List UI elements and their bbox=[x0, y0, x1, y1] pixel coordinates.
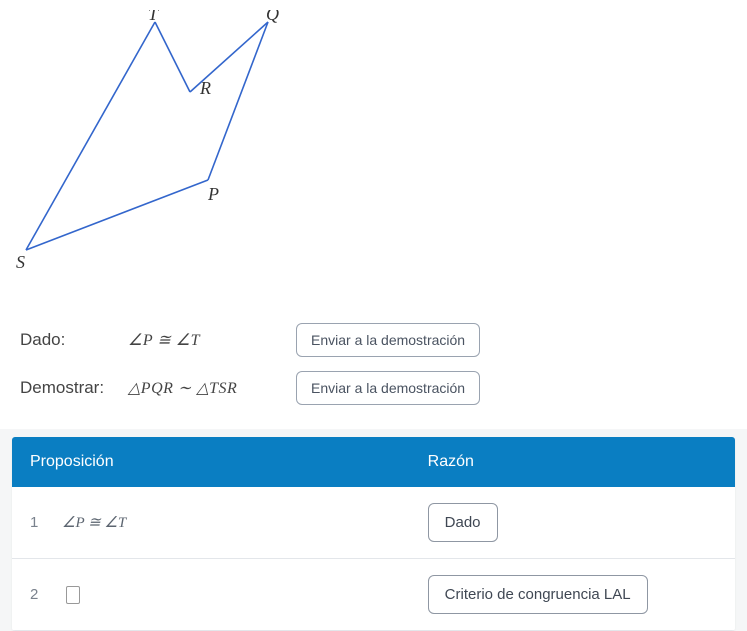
demostrar-expression: △PQR ∼ △TSR bbox=[128, 378, 278, 398]
proof-row: 2 Criterio de congruencia LAL bbox=[12, 559, 735, 631]
send-demostrar-button[interactable]: Enviar a la demostración bbox=[296, 371, 480, 405]
givens-section: Dado: ∠P ≅ ∠T Enviar a la demostración D… bbox=[0, 305, 747, 429]
empty-proposition-slot[interactable] bbox=[66, 586, 80, 604]
reason-chip[interactable]: Criterio de congruencia LAL bbox=[428, 575, 648, 614]
point-label-Q: Q bbox=[266, 10, 279, 24]
header-reason: Razón bbox=[410, 437, 735, 487]
proof-row-number: 1 bbox=[30, 514, 44, 531]
point-label-S: S bbox=[16, 252, 25, 272]
proof-reason-cell: Criterio de congruencia LAL bbox=[410, 559, 735, 630]
point-label-T: T bbox=[148, 10, 160, 24]
reason-chip[interactable]: Dado bbox=[428, 503, 498, 542]
dado-label: Dado: bbox=[20, 330, 110, 350]
send-dado-button[interactable]: Enviar a la demostración bbox=[296, 323, 480, 357]
proof-row-number: 2 bbox=[30, 586, 44, 603]
demostrar-label: Demostrar: bbox=[20, 378, 110, 398]
point-label-P: P bbox=[207, 184, 219, 204]
proof-prop-cell: 1 ∠P ≅ ∠T bbox=[12, 487, 410, 558]
segment-T-R bbox=[155, 22, 190, 92]
geometry-diagram: T Q R P S bbox=[10, 10, 310, 275]
header-proposition: Proposición bbox=[12, 437, 410, 487]
diagram-area: T Q R P S bbox=[0, 0, 747, 305]
proof-proposition: ∠P ≅ ∠T bbox=[62, 513, 126, 532]
proof-table: Proposición Razón 1 ∠P ≅ ∠T Dado 2 Criterio … bbox=[12, 437, 735, 631]
proof-table-header: Proposición Razón bbox=[12, 437, 735, 487]
proof-prop-cell: 2 bbox=[12, 559, 410, 630]
point-label-R: R bbox=[199, 78, 211, 98]
proof-row: 1 ∠P ≅ ∠T Dado bbox=[12, 487, 735, 559]
dado-expression: ∠P ≅ ∠T bbox=[128, 330, 278, 350]
proof-reason-cell: Dado bbox=[410, 487, 735, 558]
segment-S-P bbox=[26, 180, 208, 250]
given-row-demostrar: Demostrar: △PQR ∼ △TSR Enviar a la demos… bbox=[20, 371, 727, 405]
segment-S-T bbox=[26, 22, 155, 250]
segment-P-Q bbox=[208, 22, 268, 180]
given-row-dado: Dado: ∠P ≅ ∠T Enviar a la demostración bbox=[20, 323, 727, 357]
